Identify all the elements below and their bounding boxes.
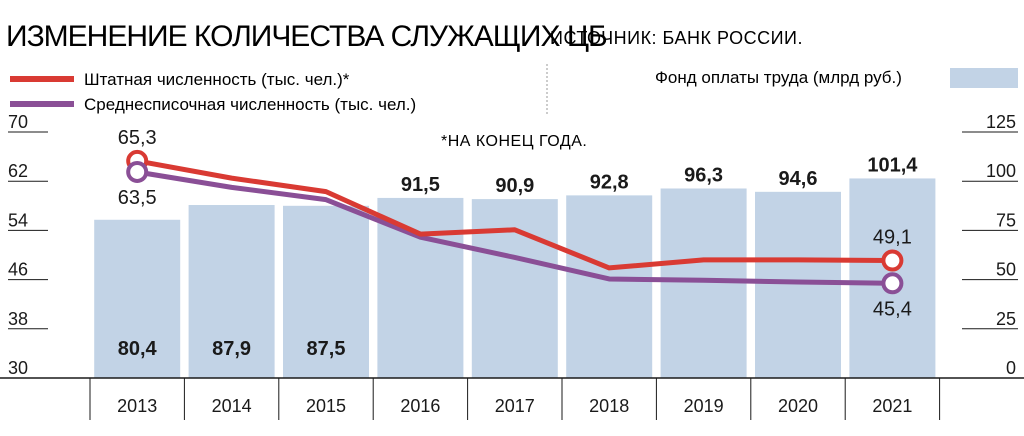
left-axis-tick-54: 54 (8, 210, 28, 230)
payroll-bar-2015 (283, 205, 369, 378)
year-label-2017: 2017 (495, 396, 535, 416)
payroll-bar-2017 (471, 199, 558, 378)
payroll-bar-label-2018: 92,8 (590, 171, 629, 193)
line-label-average-line-2021: 45,4 (873, 298, 912, 320)
right-axis-tick-0: 0 (1006, 358, 1016, 378)
left-axis-tick-70: 70 (8, 112, 28, 132)
left-axis-tick-62: 62 (8, 161, 28, 181)
payroll-bar-label-2017: 90,9 (495, 175, 534, 197)
left-axis-tick-46: 46 (8, 260, 28, 280)
year-label-2013: 2013 (117, 396, 157, 416)
year-label-2018: 2018 (589, 396, 629, 416)
payroll-bar-label-2021: 101,4 (867, 154, 918, 176)
staff-line-marker-2021 (881, 249, 904, 272)
legend-average-label: Среднесписочная численность (тыс. чел.) (84, 95, 416, 114)
left-axis-tick-30: 30 (8, 358, 28, 378)
staff-line (134, 158, 895, 271)
average-line (134, 169, 895, 286)
legend-payroll-label: Фонд оплаты труда (млрд руб.) (655, 68, 902, 87)
line-label-staff-line-2021: 49,1 (873, 227, 912, 249)
payroll-bar-label-2015: 87,5 (307, 338, 346, 360)
average-line-marker-2013 (126, 160, 149, 183)
payroll-bar-2013 (94, 219, 181, 378)
payroll-bar-label-2016: 91,5 (401, 174, 440, 196)
left-axis-tick-38: 38 (8, 309, 28, 329)
payroll-bar-2018 (566, 195, 653, 378)
right-axis-tick-50: 50 (996, 260, 1016, 280)
right-axis-tick-125: 125 (986, 112, 1016, 132)
footnote: *НА КОНЕЦ ГОДА. (441, 133, 587, 150)
source-note: ИСТОЧНИК: БАНК РОССИИ. (550, 28, 803, 48)
payroll-bar-label-2020: 94,6 (779, 168, 818, 190)
payroll-bar-label-2014: 87,9 (212, 338, 251, 360)
right-axis-tick-25: 25 (996, 309, 1016, 329)
year-label-2021: 2021 (872, 396, 912, 416)
right-axis-tick-100: 100 (986, 161, 1016, 181)
year-label-2020: 2020 (778, 396, 818, 416)
payroll-bar-label-2013: 80,4 (118, 338, 158, 360)
line-label-staff-line-2013: 65,3 (118, 127, 157, 149)
average-line-marker-2021 (881, 272, 904, 295)
legend-staff-label: Штатная численность (тыс. чел.)* (84, 70, 350, 89)
year-label-2019: 2019 (684, 396, 724, 416)
line-label-average-line-2013: 63,5 (118, 187, 157, 209)
right-axis-tick-75: 75 (996, 210, 1016, 230)
chart-title: ИЗМЕНЕНИЕ КОЛИЧЕСТВА СЛУЖАЩИХ ЦБ (6, 20, 607, 53)
year-label-2014: 2014 (212, 396, 252, 416)
payroll-bar-2014 (188, 205, 275, 378)
year-label-2015: 2015 (306, 396, 346, 416)
legend-payroll-swatch (950, 68, 1018, 88)
payroll-bar-label-2019: 96,3 (684, 164, 723, 186)
year-label-2016: 2016 (400, 396, 440, 416)
